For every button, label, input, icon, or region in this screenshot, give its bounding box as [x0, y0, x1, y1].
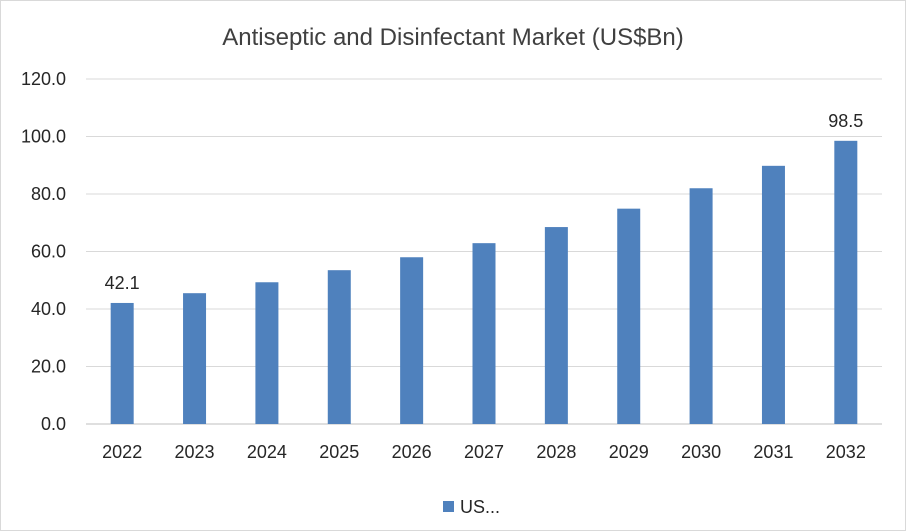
x-tick-label: 2030 — [681, 442, 721, 462]
x-tick-label: 2022 — [102, 442, 142, 462]
x-tick-label: 2025 — [319, 442, 359, 462]
x-axis-ticks: 2022 2023 2024 2025 2026 2027 2028 2029 2030 2031… — [102, 442, 866, 462]
legend-swatch — [443, 501, 454, 512]
bar-2025 — [327, 270, 351, 424]
y-tick-label: 60.0 — [31, 242, 66, 262]
data-label: 42.1 — [105, 273, 140, 293]
legend-label: US... — [460, 497, 500, 517]
bars — [110, 140, 858, 424]
bar-2022 — [110, 302, 134, 424]
chart-title: Antiseptic and Disinfectant Market (US$B… — [222, 24, 684, 51]
x-tick-label: 2026 — [392, 442, 432, 462]
y-tick-label: 120.0 — [21, 69, 66, 89]
bar-2026 — [400, 257, 424, 424]
y-tick-label: 20.0 — [31, 357, 66, 377]
x-tick-label: 2032 — [826, 442, 866, 462]
y-tick-label: 40.0 — [31, 299, 66, 319]
y-tick-label: 100.0 — [21, 127, 66, 147]
bar-2032 — [834, 140, 858, 424]
bar-2024 — [255, 282, 279, 424]
bar-2030 — [689, 188, 713, 424]
x-tick-label: 2029 — [609, 442, 649, 462]
y-tick-label: 80.0 — [31, 184, 66, 204]
y-axis-ticks: 0.0 20.0 40.0 60.0 80.0 100.0 120.0 — [21, 69, 66, 434]
y-tick-label: 0.0 — [41, 414, 66, 434]
legend: US... — [443, 497, 500, 517]
bar-2029 — [617, 208, 641, 424]
data-label: 98.5 — [828, 111, 863, 131]
data-labels: 42.1 98.5 — [105, 111, 864, 293]
x-tick-label: 2024 — [247, 442, 287, 462]
x-tick-label: 2028 — [536, 442, 576, 462]
x-tick-label: 2027 — [464, 442, 504, 462]
bar-2028 — [544, 227, 568, 424]
x-tick-label: 2031 — [753, 442, 793, 462]
x-tick-label: 2023 — [175, 442, 215, 462]
bar-2027 — [472, 243, 496, 424]
gridlines — [86, 78, 882, 425]
bar-2031 — [761, 165, 785, 424]
bar-2023 — [183, 293, 207, 424]
